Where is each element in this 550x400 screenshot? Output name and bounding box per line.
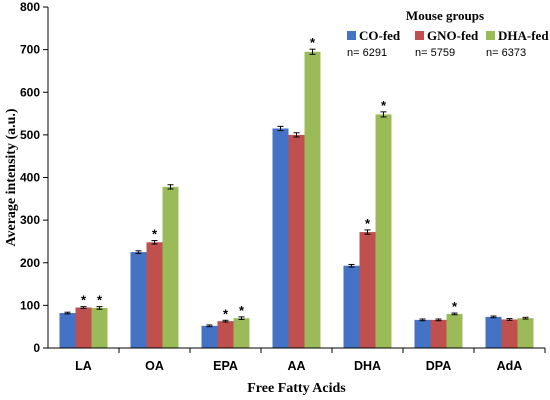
bar-ada-gno-fed [501, 319, 518, 348]
bar-oa-co-fed [130, 252, 147, 348]
y-axis-title: Average intensity (a.u.) [4, 108, 19, 246]
y-tick-label: 200 [20, 256, 40, 270]
legend-n-dha-fed: n= 6373 [486, 47, 526, 59]
x-axis-title: Free Fatty Acids [247, 381, 346, 396]
legend-swatch-co-fed [347, 31, 356, 40]
legend-label-gno-fed: GNO-fed [427, 28, 479, 43]
legend-swatch-gno-fed [415, 31, 424, 40]
bar-dpa-co-fed [414, 319, 431, 348]
legend-label-co-fed: CO-fed [359, 28, 401, 43]
legend: Mouse groups CO-fed n= 6291 GNO-fed n= 5759… [347, 8, 549, 59]
bar-aa-gno-fed [288, 134, 305, 348]
bars: * * * * * * * * * [59, 35, 534, 348]
bar-oa-dha-fed [162, 186, 179, 348]
x-tick-label-epa: EPA [213, 359, 238, 373]
y-tick-label: 600 [20, 85, 40, 99]
y-tick-label: 100 [20, 298, 40, 312]
significance-marker: * [223, 306, 229, 321]
legend-label-dha-fed: DHA-fed [498, 28, 549, 43]
significance-marker: * [97, 293, 103, 308]
legend-swatch-dha-fed [486, 31, 495, 40]
legend-n-gno-fed: n= 5759 [415, 47, 455, 59]
bar-ada-dha-fed [517, 318, 534, 348]
bar-la-co-fed [59, 313, 76, 348]
x-tick-label-ada: AdA [497, 359, 523, 373]
y-tick-label: 300 [20, 213, 40, 227]
significance-marker: * [81, 293, 87, 308]
bar-dha-dha-fed [375, 114, 392, 348]
bar-la-gno-fed [75, 307, 92, 348]
x-tick-label-dpa: DPA [426, 359, 451, 373]
significance-marker: * [152, 227, 158, 242]
y-tick-label: 0 [33, 341, 40, 355]
bar-dha-co-fed [343, 265, 360, 348]
x-tick-label-oa: OA [145, 359, 164, 373]
y-tick-label: 800 [20, 0, 40, 14]
y-axis-ticks: 0 100 200 300 400 500 600 700 800 [20, 0, 48, 355]
bar-la-dha-fed [91, 307, 108, 348]
significance-marker: * [365, 216, 371, 231]
bar-dpa-gno-fed [430, 319, 447, 348]
x-tick-label-la: LA [75, 359, 92, 373]
bar-dpa-dha-fed [446, 313, 463, 348]
bar-oa-gno-fed [146, 242, 163, 348]
y-tick-label: 500 [20, 128, 40, 142]
y-tick-label: 700 [20, 43, 40, 57]
legend-n-co-fed: n= 6291 [347, 47, 387, 59]
bar-epa-co-fed [201, 325, 218, 348]
legend-title: Mouse groups [406, 8, 484, 23]
bar-ada-co-fed [485, 316, 502, 348]
bar-aa-dha-fed [304, 51, 321, 348]
bar-dha-gno-fed [359, 232, 376, 348]
significance-marker: * [381, 98, 387, 113]
bar-epa-dha-fed [233, 318, 250, 348]
x-tick-label-aa: AA [287, 359, 305, 373]
significance-marker: * [452, 299, 458, 314]
bar-aa-co-fed [272, 128, 289, 348]
significance-marker: * [310, 35, 316, 50]
x-tick-label-dha: DHA [354, 359, 381, 373]
y-tick-label: 400 [20, 171, 40, 185]
significance-marker: * [239, 303, 245, 318]
x-axis-ticks: LA OA EPA AA DHA DPA AdA [75, 348, 546, 373]
bar-epa-gno-fed [217, 321, 234, 348]
